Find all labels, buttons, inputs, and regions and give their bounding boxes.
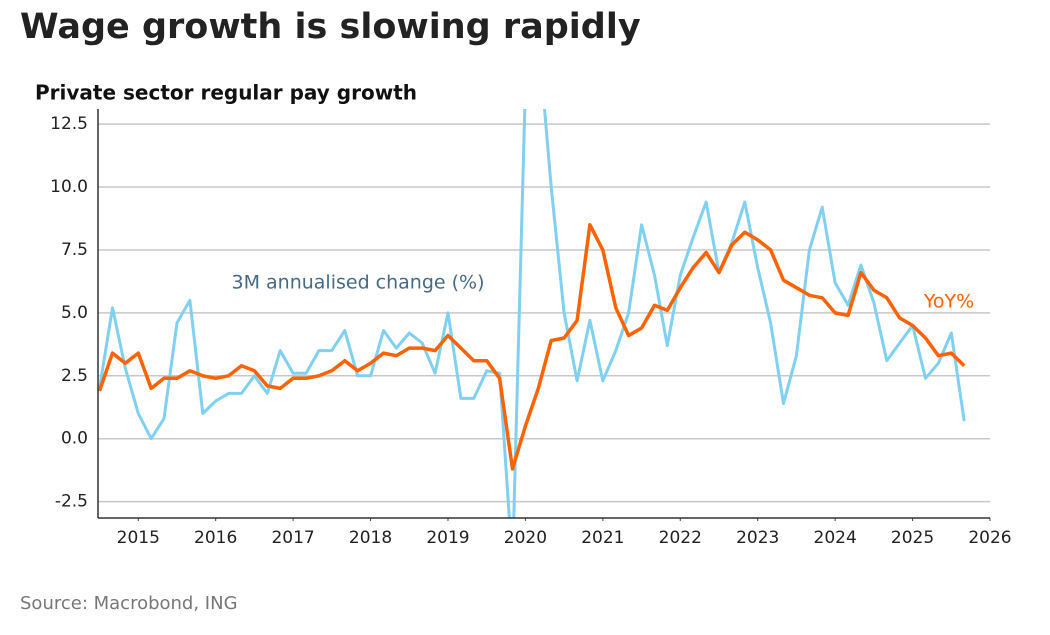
x-tick-label: 2023 xyxy=(736,528,779,548)
x-tick-label: 2021 xyxy=(581,528,624,548)
axes: -2.5 0.0 2.5 5.0 7.5 10.0 12.5 2015 2016 2017 2018… xyxy=(50,109,1012,548)
chart-subtitle: Private sector regular pay growth xyxy=(35,81,417,105)
y-tick-label: 12.5 xyxy=(50,114,88,134)
x-tick-label: 2025 xyxy=(891,528,934,548)
grid xyxy=(98,123,990,503)
series-label: YoY% xyxy=(923,291,974,313)
x-tick-label: 2022 xyxy=(659,528,702,548)
source-note: Source: Macrobond, ING xyxy=(20,593,238,614)
x-tick-label: 2020 xyxy=(504,528,547,548)
x-tick-label: 2018 xyxy=(349,528,392,548)
x-tick-label: 2026 xyxy=(968,528,1011,548)
x-tick-label: 2016 xyxy=(194,528,237,548)
y-tick-label: 5.0 xyxy=(61,303,88,323)
x-tick-label: 2024 xyxy=(814,528,857,548)
y-tick-label: 10.0 xyxy=(50,177,88,197)
chart-title: Wage growth is slowing rapidly xyxy=(20,7,641,47)
y-tick-label: 7.5 xyxy=(61,240,88,260)
x-tick-label: 2017 xyxy=(271,528,314,548)
line-series xyxy=(98,223,966,471)
y-tick-label: -2.5 xyxy=(55,492,88,512)
x-tick-label: 2019 xyxy=(426,528,469,548)
x-tick-label: 2015 xyxy=(117,528,160,548)
y-tick-label: 0.0 xyxy=(61,429,88,449)
line-series xyxy=(98,109,966,518)
series-label: 3M annualised change (%) xyxy=(231,272,484,294)
plot-lines xyxy=(98,109,966,518)
y-tick-label: 2.5 xyxy=(61,366,88,386)
